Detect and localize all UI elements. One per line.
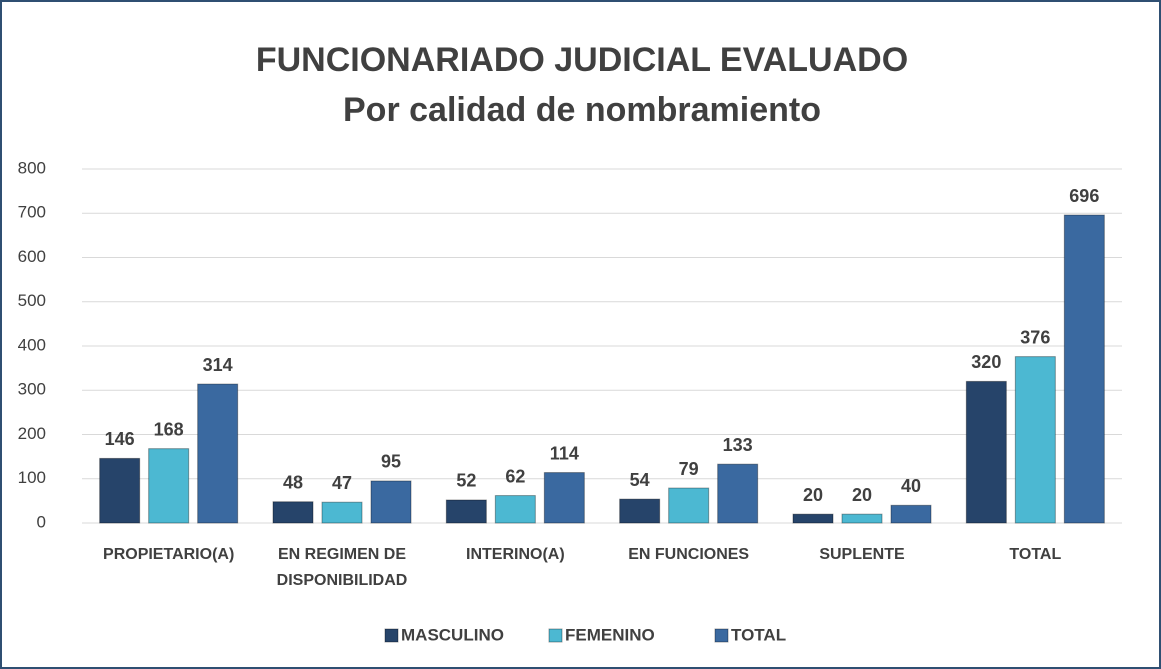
bar [1014, 356, 1056, 524]
bar [543, 472, 585, 524]
y-tick-label: 300 [18, 380, 46, 399]
bar [792, 513, 834, 524]
value-label: 114 [550, 443, 579, 463]
value-label: 54 [630, 470, 650, 490]
y-tick-label: 0 [37, 512, 46, 531]
value-label: 376 [1020, 327, 1050, 347]
y-tick-label: 100 [18, 468, 46, 487]
value-label: 168 [154, 419, 184, 439]
value-label: 40 [901, 476, 921, 496]
bar [321, 501, 363, 524]
bar [148, 448, 190, 524]
value-label: 20 [852, 485, 872, 505]
legend-label: TOTAL [731, 625, 786, 644]
bar [619, 498, 661, 524]
value-label: 52 [456, 471, 476, 491]
bar [445, 499, 487, 524]
legend-swatch [548, 628, 563, 643]
bar [197, 383, 239, 524]
bar [841, 513, 883, 524]
chart-subtitle: Por calidad de nombramiento [343, 91, 821, 129]
x-tick-label: SUPLENTE [819, 546, 905, 563]
value-label: 20 [803, 485, 823, 505]
value-label: 133 [723, 435, 753, 455]
value-label: 314 [203, 355, 233, 375]
legend-label: MASCULINO [401, 625, 504, 644]
y-tick-label: 500 [18, 291, 46, 310]
chart-title: FUNCIONARIADO JUDICIAL EVALUADO [256, 41, 908, 79]
bar [965, 380, 1007, 524]
bar [890, 504, 932, 524]
legend-label: FEMENINO [565, 625, 655, 644]
value-label: 696 [1069, 186, 1099, 206]
y-tick-label: 200 [18, 424, 46, 443]
y-tick-label: 800 [18, 158, 46, 177]
legend-swatch [714, 628, 729, 643]
y-tick-label: 700 [18, 203, 46, 222]
bar [668, 487, 710, 524]
x-tick-label: INTERINO(A) [466, 546, 565, 563]
x-tick-label: EN REGIMEN DE DISPONIBILIDAD [276, 546, 408, 589]
value-label: 62 [505, 466, 525, 486]
bar [272, 501, 314, 524]
y-tick-label: 400 [18, 335, 46, 354]
value-label: 146 [105, 429, 135, 449]
value-label: 48 [283, 473, 303, 493]
x-tick-label: TOTAL [1009, 546, 1062, 563]
value-label: 95 [381, 452, 401, 472]
value-label: 79 [679, 459, 699, 479]
bar [717, 463, 759, 524]
bar [370, 480, 412, 524]
bar [99, 457, 141, 524]
y-tick-label: 600 [18, 247, 46, 266]
x-tick-label: PROPIETARIO(A) [103, 546, 235, 563]
value-label: 47 [332, 473, 352, 493]
legend-swatch [384, 628, 399, 643]
bar [494, 495, 536, 524]
value-label: 320 [971, 352, 1001, 372]
bar [1063, 214, 1105, 524]
x-tick-label: EN FUNCIONES [628, 546, 750, 563]
